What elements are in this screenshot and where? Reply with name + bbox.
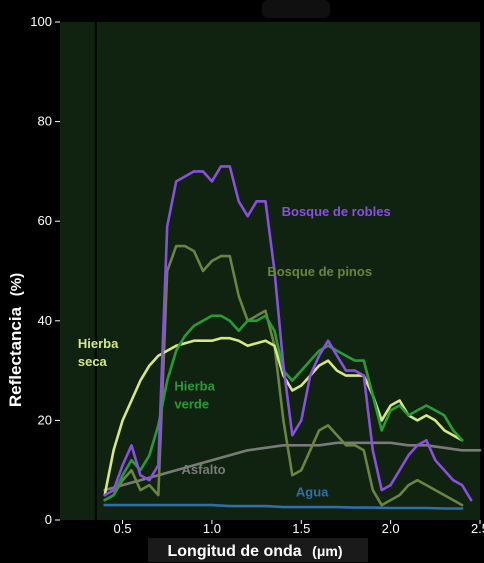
y-tick-label: 80	[38, 114, 52, 129]
series-label-agua: Agua	[296, 485, 329, 500]
series-label-bosque-de-robles: Bosque de robles	[282, 204, 391, 219]
y-tick-label: 100	[30, 14, 52, 29]
x-tick-label: 1.5	[292, 521, 310, 536]
y-axis-label: Reflectancia	[6, 306, 25, 407]
y-tick-label: 20	[38, 412, 52, 427]
y-tick-label: 40	[38, 313, 52, 328]
series-label-asfalto: Asfalto	[182, 462, 226, 477]
y-tick-label: 60	[38, 213, 52, 228]
x-axis-unit: (μm)	[312, 543, 342, 559]
y-axis-title: Reflectancia (%)	[6, 273, 25, 407]
x-tick-label: 2.5	[471, 521, 484, 536]
x-axis-label: Longitud de onda	[168, 543, 302, 560]
x-axis-title: Longitud de onda (μm)	[168, 543, 343, 560]
x-tick-label: 1.0	[203, 521, 221, 536]
y-axis-unit: (%)	[8, 273, 25, 296]
series-label-bosque-de-pinos: Bosque de pinos	[267, 264, 372, 279]
x-tick-label: 2.0	[382, 521, 400, 536]
x-tick-label: 0.5	[114, 521, 132, 536]
y-tick-label: 0	[45, 512, 52, 527]
top-tab-decoration	[262, 0, 330, 18]
